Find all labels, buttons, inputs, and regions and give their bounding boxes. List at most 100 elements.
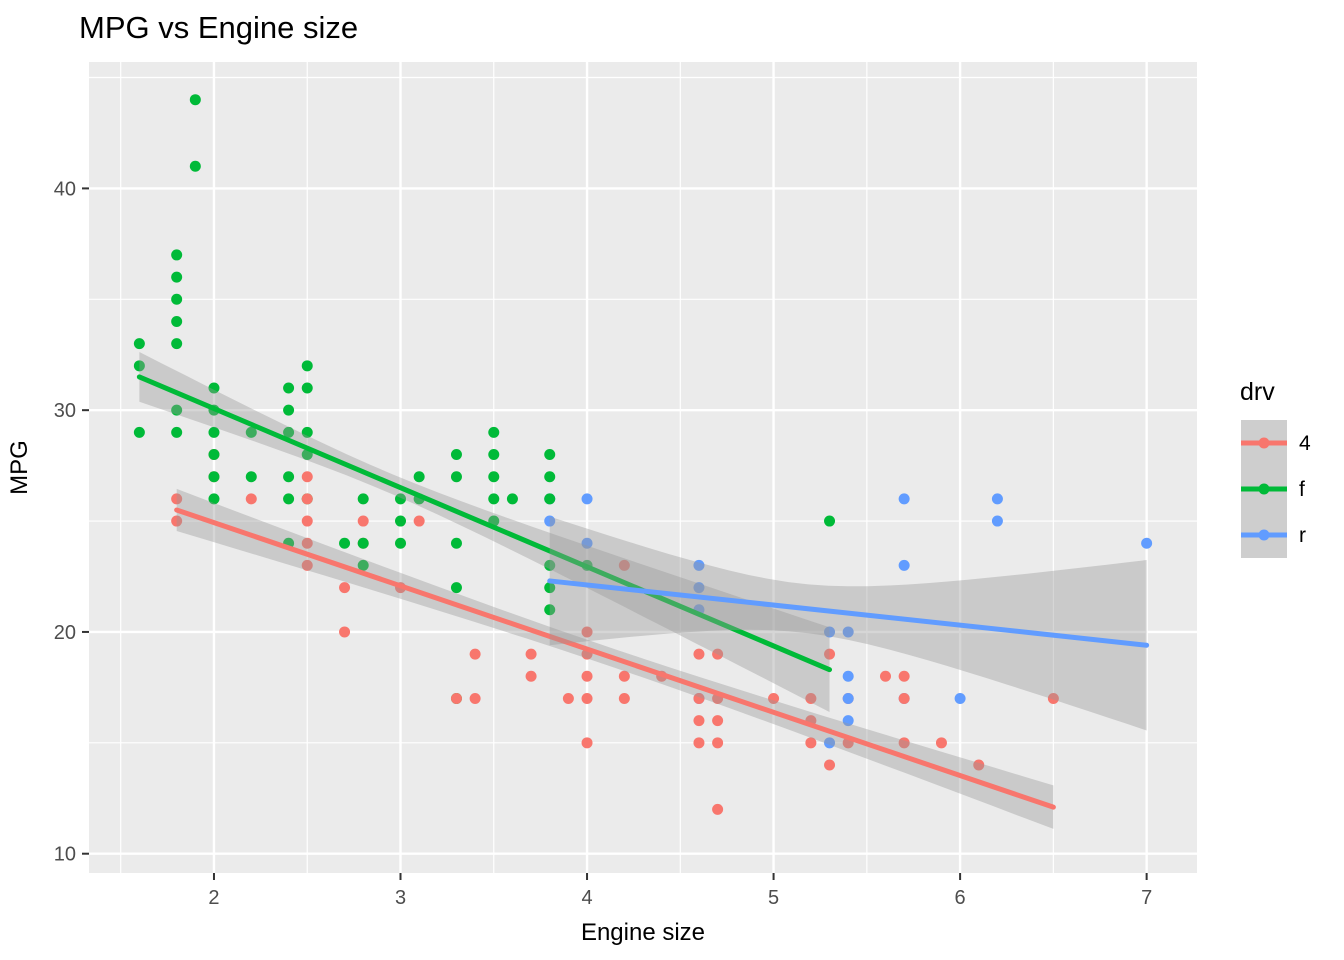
data-point-f (171, 271, 183, 283)
data-point-f (189, 94, 201, 106)
data-point-4 (618, 670, 630, 682)
data-point-f (301, 360, 313, 372)
data-point-4 (581, 626, 593, 638)
data-point-4 (450, 692, 462, 704)
legend-key-point-r (1258, 529, 1270, 541)
chart-title: MPG vs Engine size (79, 10, 359, 45)
data-point-r (544, 515, 556, 527)
data-point-4 (339, 582, 351, 594)
data-point-r (824, 737, 836, 749)
data-point-f (208, 449, 220, 461)
data-point-r (954, 692, 966, 704)
data-point-4 (413, 515, 425, 527)
x-axis-title: Engine size (581, 919, 705, 946)
x-tick-label: 3 (395, 887, 406, 909)
data-point-f (544, 449, 556, 461)
data-point-4 (824, 648, 836, 660)
legend-label-r: r (1299, 524, 1306, 547)
x-tick-label: 4 (581, 887, 592, 909)
data-point-r (581, 537, 593, 549)
data-point-4 (712, 803, 724, 815)
data-point-4 (339, 626, 351, 638)
data-point-4 (562, 692, 574, 704)
data-point-f (824, 515, 836, 527)
legend-title: drv (1240, 378, 1275, 406)
data-point-f (283, 426, 295, 438)
data-point-4 (171, 515, 183, 527)
data-point-f (450, 449, 462, 461)
data-point-4 (693, 737, 705, 749)
data-point-r (693, 582, 705, 594)
data-point-4 (301, 559, 313, 571)
data-point-4 (171, 493, 183, 505)
data-point-r (842, 715, 854, 727)
data-point-4 (693, 715, 705, 727)
data-point-4 (805, 692, 817, 704)
data-point-f (301, 382, 313, 394)
data-point-4 (618, 692, 630, 704)
data-point-4 (1047, 692, 1059, 704)
data-point-f (450, 537, 462, 549)
data-point-4 (525, 648, 537, 660)
data-point-f (544, 604, 556, 616)
data-point-f (189, 160, 201, 172)
data-point-4 (935, 737, 947, 749)
data-point-f (171, 426, 183, 438)
data-point-f (544, 493, 556, 505)
confidence-ribbon-f (139, 352, 830, 712)
data-point-4 (768, 692, 780, 704)
plot-panel (89, 62, 1197, 873)
data-point-f (283, 493, 295, 505)
data-point-4 (898, 670, 910, 682)
data-point-f (171, 293, 183, 305)
data-point-r (693, 559, 705, 571)
data-point-4 (879, 670, 891, 682)
data-point-f (488, 471, 500, 483)
data-point-f (450, 582, 462, 594)
data-point-f (488, 426, 500, 438)
data-point-r (842, 670, 854, 682)
data-point-f (544, 559, 556, 571)
data-point-f (488, 493, 500, 505)
trend-line-f (136, 374, 833, 673)
x-tick-label: 2 (208, 887, 219, 909)
data-point-4 (581, 692, 593, 704)
data-point-4 (805, 737, 817, 749)
data-point-4 (693, 692, 705, 704)
data-point-f (283, 471, 295, 483)
data-point-4 (301, 537, 313, 549)
data-point-f (357, 537, 369, 549)
data-point-4 (581, 737, 593, 749)
data-point-f (133, 426, 145, 438)
data-point-r (824, 626, 836, 638)
data-point-r (898, 559, 910, 571)
data-point-f (245, 426, 257, 438)
data-point-r (1141, 537, 1153, 549)
data-point-4 (245, 493, 257, 505)
data-point-4 (301, 515, 313, 527)
data-point-f (171, 315, 183, 327)
data-point-f (171, 338, 183, 350)
trend-line-4 (174, 507, 1056, 810)
data-point-f (133, 360, 145, 372)
data-point-r (581, 493, 593, 505)
data-point-f (544, 582, 556, 594)
data-point-4 (712, 737, 724, 749)
data-point-f (395, 537, 407, 549)
legend-key-point-f (1258, 483, 1270, 495)
data-point-4 (581, 670, 593, 682)
data-point-4 (469, 692, 481, 704)
data-point-f (488, 449, 500, 461)
data-point-4 (898, 692, 910, 704)
data-point-4 (301, 471, 313, 483)
data-point-4 (712, 648, 724, 660)
data-point-4 (712, 715, 724, 727)
data-point-f (357, 493, 369, 505)
y-tick-label: 40 (54, 178, 76, 200)
data-point-r (842, 626, 854, 638)
data-point-f (208, 493, 220, 505)
data-point-f (133, 338, 145, 350)
data-point-f (450, 471, 462, 483)
